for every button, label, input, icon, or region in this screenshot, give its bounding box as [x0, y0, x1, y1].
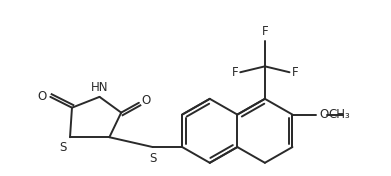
Text: CH₃: CH₃ [329, 108, 351, 121]
Text: O: O [142, 94, 151, 107]
Text: O: O [37, 90, 47, 103]
Text: HN: HN [91, 81, 108, 94]
Text: F: F [291, 66, 298, 79]
Text: F: F [262, 25, 268, 38]
Text: F: F [232, 66, 238, 79]
Text: S: S [149, 152, 156, 165]
Text: O: O [319, 108, 328, 121]
Text: S: S [60, 141, 67, 154]
